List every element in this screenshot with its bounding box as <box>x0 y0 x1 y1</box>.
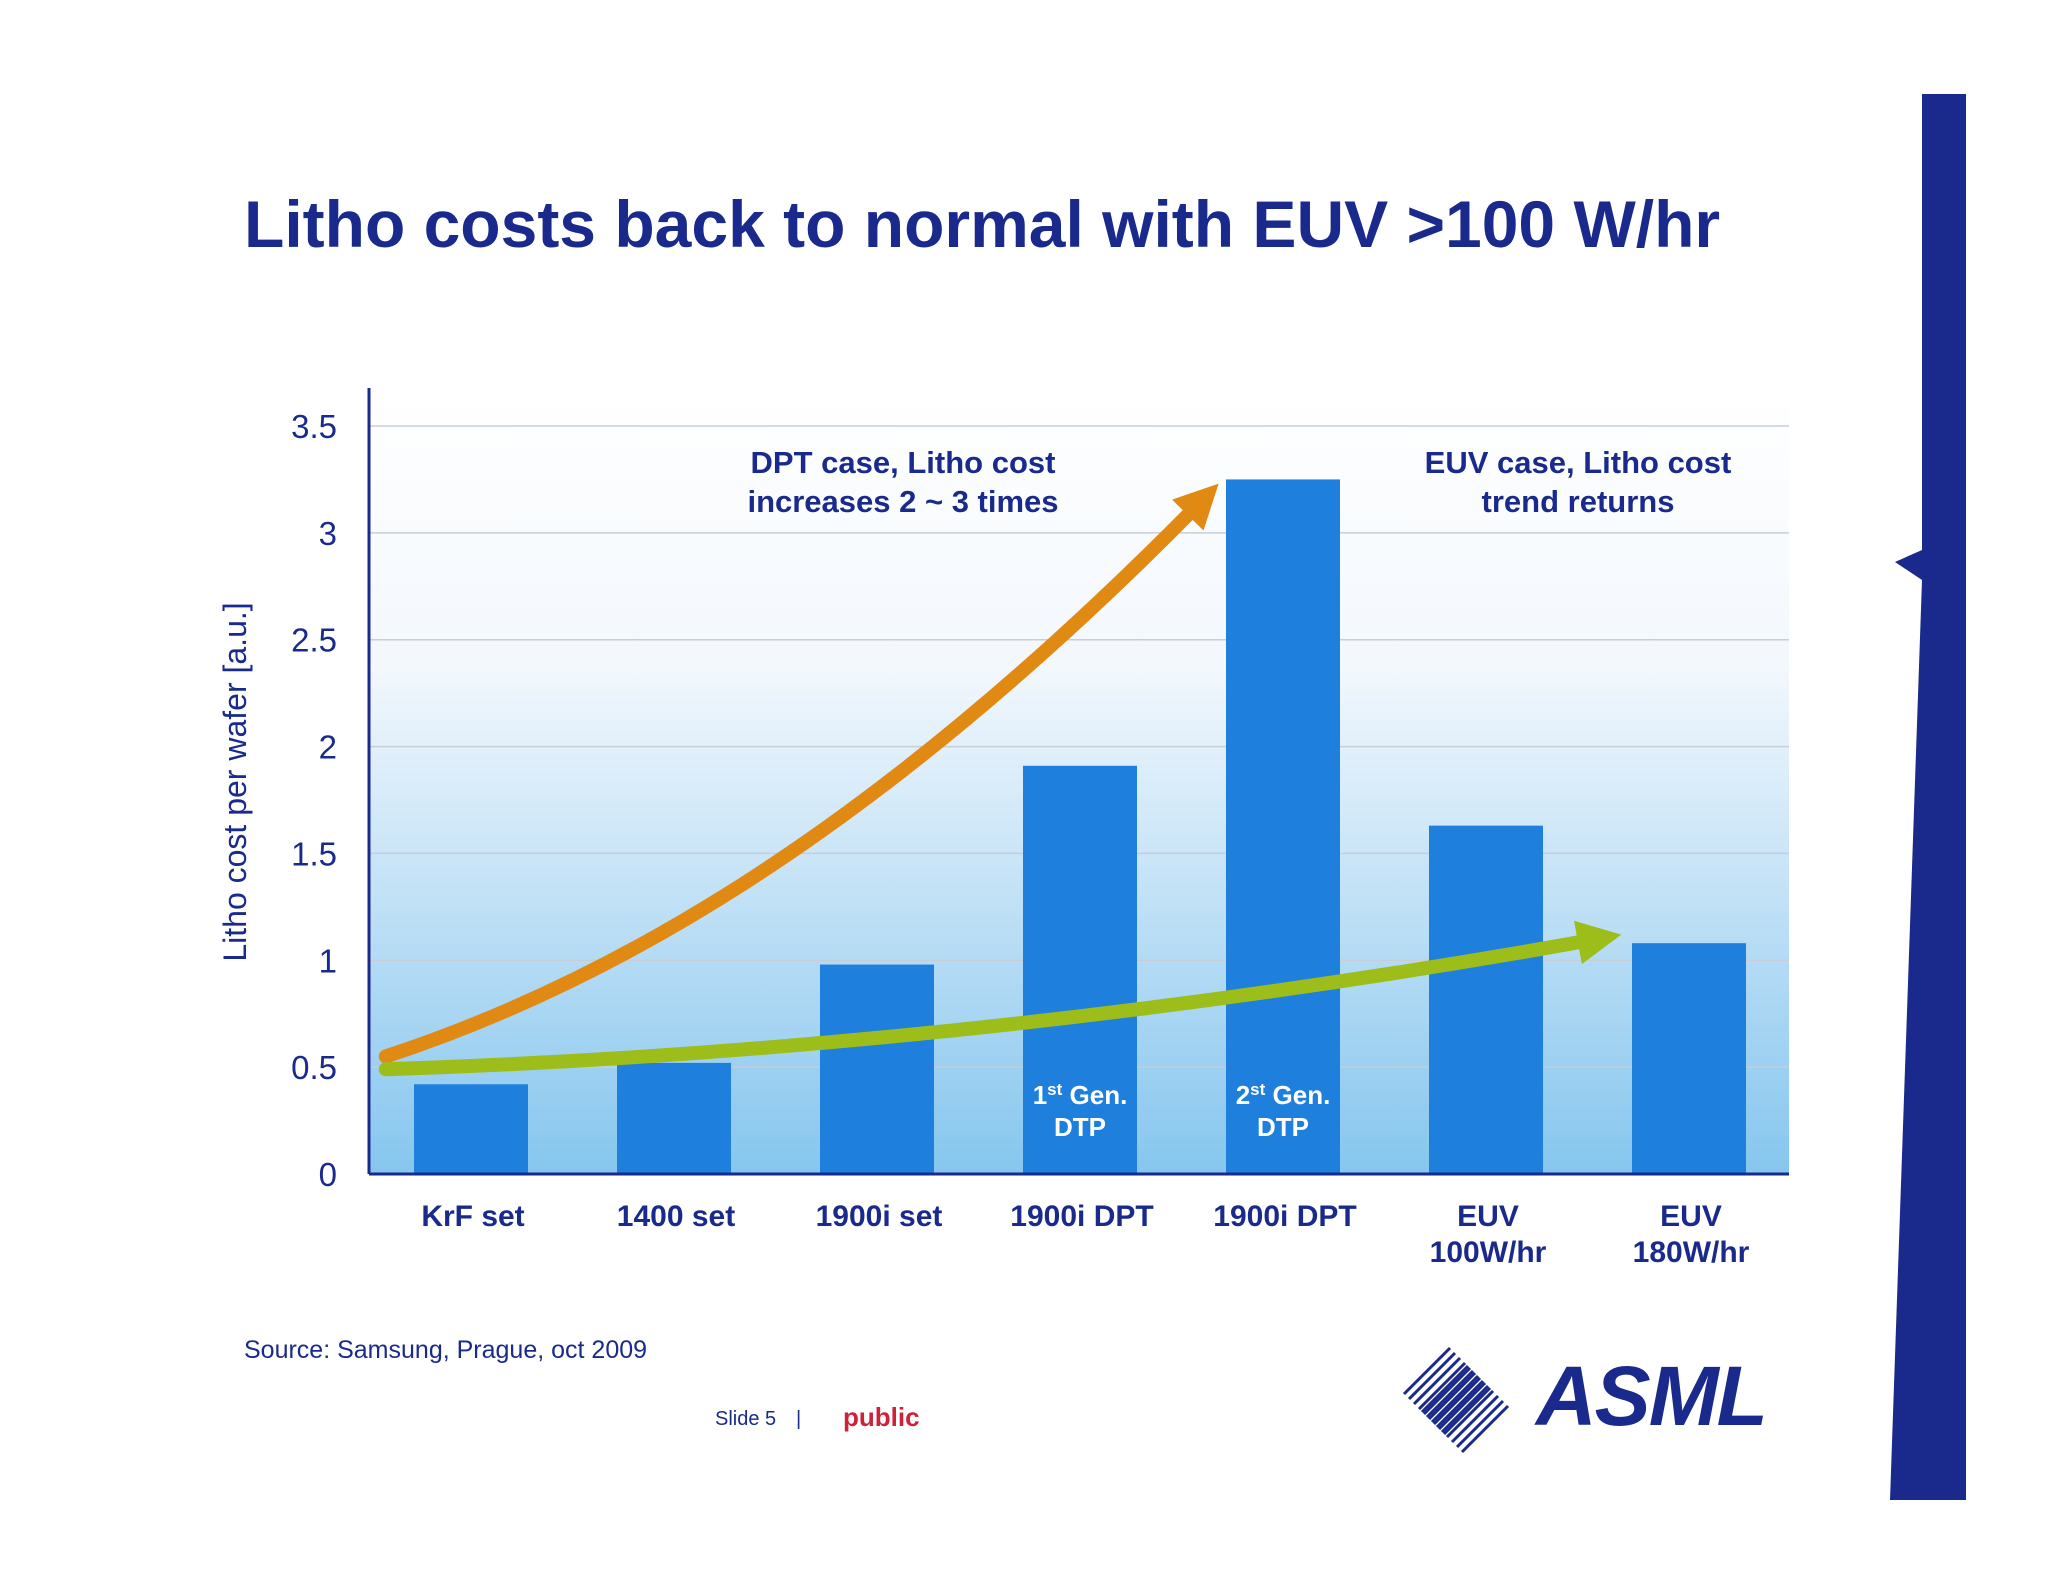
x-tick-label: EUV <box>1457 1200 1519 1233</box>
slide-number: Slide 5 <box>715 1408 777 1430</box>
logo-line <box>1430 1374 1480 1424</box>
logo-line <box>1460 1404 1510 1454</box>
euv-annotation-text: trend returns <box>1482 484 1675 519</box>
dpt-annotation-text: increases 2 ~ 3 times <box>747 484 1058 519</box>
logo-line <box>1412 1356 1462 1406</box>
logo-line <box>1440 1384 1490 1434</box>
classification-label: public <box>843 1402 920 1432</box>
dpt-annotation-text: DPT case, Litho cost <box>751 445 1056 480</box>
x-tick-label: EUV <box>1660 1200 1722 1233</box>
euv-annotation-text: EUV case, Litho cost <box>1425 445 1732 480</box>
logo-line <box>1442 1386 1492 1436</box>
right-brand-bar-shape <box>1890 94 1966 1500</box>
y-tick-label: 2.5 <box>291 622 337 659</box>
x-tick-label: 100W/hr <box>1430 1236 1547 1269</box>
logo-line <box>1425 1369 1475 1419</box>
logo-line <box>1445 1389 1495 1439</box>
asml-logo-text: ASML <box>1536 1349 1768 1443</box>
bar <box>1023 765 1137 1174</box>
bar-label: 2st Gen. <box>1236 1080 1331 1110</box>
x-tick-label: 1400 set <box>617 1200 735 1233</box>
y-tick-label: 1 <box>319 942 337 979</box>
y-tick-label: 3 <box>319 515 337 552</box>
bar <box>1226 479 1340 1174</box>
bar <box>617 1062 731 1174</box>
bar-label: 1st Gen. <box>1033 1080 1128 1110</box>
logo-line <box>1450 1394 1500 1444</box>
y-tick-label: 3.5 <box>291 408 337 445</box>
x-tick-label: 1900i DPT <box>1213 1200 1356 1233</box>
y-tick-label: 2 <box>319 729 337 766</box>
y-tick-labels: 0 0.5 1 1.5 2 2.5 3 3.5 <box>291 408 337 1193</box>
logo-line <box>1435 1379 1485 1429</box>
logo-line <box>1427 1371 1477 1421</box>
logo-line <box>1407 1351 1457 1401</box>
slide-title: Litho costs back to normal with EUV >100… <box>244 187 1721 261</box>
logo-line <box>1417 1361 1467 1411</box>
logo-line <box>1420 1364 1470 1414</box>
bar <box>1632 943 1746 1174</box>
x-tick-label: KrF set <box>421 1200 524 1233</box>
logo-line <box>1437 1381 1487 1431</box>
axes <box>367 388 1789 1176</box>
y-tick-label: 0.5 <box>291 1049 337 1086</box>
y-axis-label: Litho cost per wafer [a.u.] <box>217 602 253 961</box>
bar-label: DTP <box>1257 1112 1309 1142</box>
bar <box>820 964 934 1174</box>
euv-arrowhead <box>1574 920 1622 965</box>
logo-line <box>1432 1376 1482 1426</box>
bar <box>1429 825 1543 1174</box>
asml-logo-mark <box>1402 1346 1510 1454</box>
bar-label: DTP <box>1054 1112 1106 1142</box>
footer-separator: | <box>796 1408 802 1430</box>
y-tick-label: 0 <box>319 1156 337 1193</box>
source-note: Source: Samsung, Prague, oct 2009 <box>244 1336 648 1364</box>
dpt-arrowhead <box>1172 483 1219 531</box>
dpt-trend-arrow <box>378 493 1209 1064</box>
x-tick-label: 1900i DPT <box>1010 1200 1153 1233</box>
y-tick-label: 1.5 <box>291 835 337 872</box>
logo-line <box>1422 1366 1472 1416</box>
logo-line <box>1455 1399 1505 1449</box>
annotations: DPT case, Litho cost increases 2 ~ 3 time… <box>747 445 1731 519</box>
trend-arrows <box>378 483 1622 1077</box>
bar <box>414 1084 528 1174</box>
logo-line <box>1402 1346 1452 1396</box>
x-tick-label: 1900i set <box>816 1200 943 1233</box>
x-tick-labels: KrF set 1400 set 1900i set 1900i DPT 1900i D… <box>421 1200 1749 1269</box>
x-tick-label: 180W/hr <box>1633 1236 1750 1269</box>
euv-trend-arrow <box>378 931 1605 1077</box>
bars <box>414 479 1746 1174</box>
